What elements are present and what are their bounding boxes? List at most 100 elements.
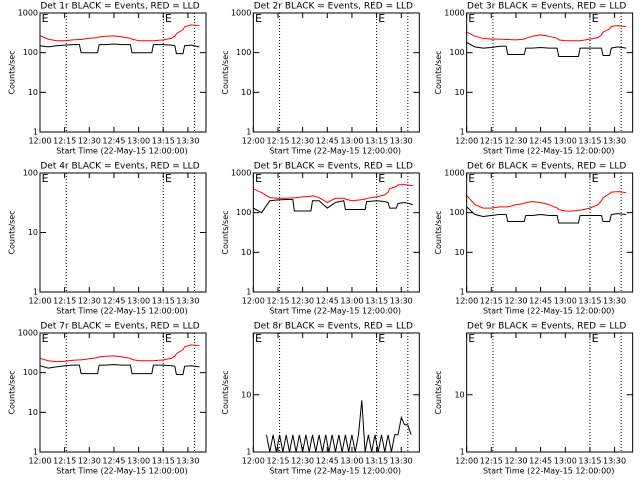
plot-frame <box>466 12 634 133</box>
y-tick-label: 10 <box>241 88 251 97</box>
x-tick-label: 12:45 <box>529 297 552 306</box>
x-tick-label: 13:15 <box>152 297 175 306</box>
x-tick-label: 13:00 <box>554 457 577 466</box>
x-tick-label: 12:15 <box>480 297 503 306</box>
x-axis-label: Start Time (22-May-15 12:00:00) <box>483 147 614 156</box>
x-tick-label: 13:00 <box>127 297 150 306</box>
y-tick-label: 10 <box>454 390 464 399</box>
x-tick-label: 12:00 <box>28 137 51 146</box>
event-label: E <box>468 12 475 25</box>
x-tick-label: 13:15 <box>578 137 601 146</box>
data-line <box>39 344 200 363</box>
panel-title: Det 5r BLACK = Events, RED = LLD <box>254 162 413 172</box>
data-line <box>466 25 627 42</box>
y-axis-label: Counts/sec <box>8 50 17 94</box>
x-tick-label: 13:30 <box>603 457 626 466</box>
x-tick-label: 12:00 <box>242 137 265 146</box>
x-tick-label: 12:00 <box>242 457 265 466</box>
x-tick-label: 12:30 <box>504 297 527 306</box>
x-tick-label: 13:30 <box>390 297 413 306</box>
y-axis-label: Counts/sec <box>221 50 230 94</box>
event-label: E <box>468 172 475 185</box>
event-label: E <box>165 332 172 345</box>
y-tick-label: 1 <box>33 288 38 297</box>
x-tick-label: 12:00 <box>28 457 51 466</box>
x-axis-label: Start Time (22-May-15 12:00:00) <box>483 307 614 316</box>
plot-frame <box>252 332 420 453</box>
x-tick-label: 13:00 <box>340 297 363 306</box>
x-tick-label: 12:45 <box>529 457 552 466</box>
x-axis-label: Start Time (22-May-15 12:00:00) <box>270 307 401 316</box>
x-tick-label: 12:00 <box>455 457 478 466</box>
x-tick-label: 12:15 <box>266 457 289 466</box>
x-tick-label: 12:30 <box>291 457 314 466</box>
data-line <box>266 400 412 453</box>
y-axis-label: Counts/sec <box>221 210 230 254</box>
x-tick-label: 12:30 <box>78 137 101 146</box>
y-tick-label: 1 <box>460 448 465 457</box>
x-tick-label: 12:15 <box>480 457 503 466</box>
event-label: E <box>42 332 49 345</box>
x-tick-label: 13:30 <box>176 297 199 306</box>
event-label: E <box>255 12 262 25</box>
x-tick-label: 12:45 <box>102 297 125 306</box>
x-tick-label: 12:45 <box>102 457 125 466</box>
x-tick-label: 12:00 <box>28 297 51 306</box>
x-tick-label: 13:30 <box>176 457 199 466</box>
y-tick-label: 1000 <box>444 9 464 18</box>
y-tick-label: 100 <box>236 208 251 217</box>
y-axis-label: Counts/sec <box>8 210 17 254</box>
data-line <box>39 364 200 375</box>
x-tick-label: 12:45 <box>316 457 339 466</box>
x-axis-label: Start Time (22-May-15 12:00:00) <box>483 467 614 476</box>
panel-title: Det 1r BLACK = Events, RED = LLD <box>40 2 199 12</box>
x-tick-label: 13:15 <box>152 137 175 146</box>
x-tick-label: 13:15 <box>578 297 601 306</box>
plot-frame <box>39 12 207 133</box>
x-tick-label: 12:15 <box>53 297 76 306</box>
panel-title: Det 7r BLACK = Events, RED = LLD <box>40 322 199 332</box>
x-tick-label: 13:15 <box>365 137 388 146</box>
y-tick-label: 1 <box>246 128 251 137</box>
event-label: E <box>592 12 599 25</box>
y-tick-label: 1 <box>246 288 251 297</box>
x-tick-label: 13:00 <box>340 457 363 466</box>
y-tick-label: 1 <box>33 128 38 137</box>
y-tick-label: 1000 <box>18 9 38 18</box>
x-tick-label: 12:15 <box>266 297 289 306</box>
y-tick-label: 1000 <box>18 329 38 338</box>
event-label: E <box>378 332 385 345</box>
event-label: E <box>255 172 262 185</box>
x-tick-label: 13:00 <box>127 457 150 466</box>
panel-title: Det 9r BLACK = Events, RED = LLD <box>467 322 626 332</box>
x-tick-label: 12:30 <box>291 297 314 306</box>
event-label: E <box>378 172 385 185</box>
y-tick-label: 1000 <box>444 169 464 178</box>
plot-frame <box>466 172 634 293</box>
event-label: E <box>165 172 172 185</box>
x-tick-label: 13:00 <box>554 297 577 306</box>
y-tick-label: 10 <box>28 408 38 417</box>
data-line <box>253 199 413 214</box>
data-line <box>466 42 627 57</box>
event-label: E <box>592 172 599 185</box>
x-tick-label: 12:00 <box>455 137 478 146</box>
x-tick-label: 12:00 <box>242 297 265 306</box>
y-tick-label: 1000 <box>231 9 251 18</box>
x-tick-label: 12:15 <box>480 137 503 146</box>
event-label: E <box>42 172 49 185</box>
y-tick-label: 100 <box>449 208 464 217</box>
x-tick-label: 12:30 <box>78 457 101 466</box>
x-axis-label: Start Time (22-May-15 12:00:00) <box>56 147 187 156</box>
x-tick-label: 13:30 <box>603 297 626 306</box>
panel-title: Det 3r BLACK = Events, RED = LLD <box>467 2 626 12</box>
x-tick-label: 12:15 <box>266 137 289 146</box>
x-tick-label: 12:15 <box>53 457 76 466</box>
y-tick-label: 100 <box>236 48 251 57</box>
event-label: E <box>255 332 262 345</box>
plot-frame <box>252 12 420 133</box>
y-tick-label: 100 <box>23 169 38 178</box>
y-axis-label: Counts/sec <box>434 370 443 414</box>
y-tick-label: 1 <box>460 128 465 137</box>
